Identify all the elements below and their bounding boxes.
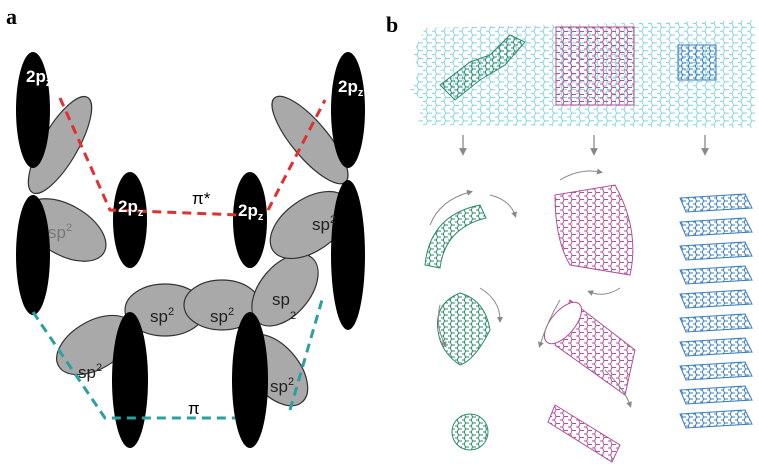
graphite-stack-part (680, 266, 752, 284)
sp2-labels-part-part: sp (78, 363, 96, 382)
graphite-stack-part (680, 362, 752, 380)
sp2-labels-part-part: sp (210, 307, 228, 326)
graphite-stack-part (680, 290, 752, 308)
graphite-stack-part (680, 314, 752, 332)
orbital-sub: z (358, 87, 364, 99)
sp2-labels-part-part: sp (48, 223, 66, 242)
bonding-label: π (188, 399, 200, 418)
graphite-stack-part (680, 386, 752, 404)
orbital-sub: z (258, 211, 264, 223)
orbital-sub: z (138, 207, 144, 219)
orbital-label: 2p (26, 67, 46, 86)
antibonding-label: π* (192, 189, 211, 208)
sp2-labels-part-part: sp (272, 290, 290, 309)
sp2-labels-part-part: 2 (290, 310, 296, 322)
stack-patch (678, 45, 716, 80)
nanotube-wrap-part (548, 405, 620, 462)
sp2-lobe (14, 86, 362, 417)
fullerene-wrap (425, 192, 515, 450)
nanotube-wrap (538, 171, 635, 462)
panel-b: b (386, 12, 755, 462)
orbital-label: 2p (118, 197, 138, 216)
sp2-labels-part-part: 2 (288, 376, 294, 388)
panel-label: b (386, 12, 398, 37)
sp2-labels-part: sp2 (78, 362, 102, 382)
p-lobe-part (232, 312, 268, 448)
p-lobe-part (331, 52, 365, 168)
panel-label: a (6, 4, 17, 29)
sp2-labels-part-part: sp (312, 215, 330, 234)
nanotube-wrap-part (560, 171, 600, 180)
graphite-stack-part (680, 242, 752, 260)
sp2-labels-part-part: 2 (168, 306, 174, 318)
graphite-stack-part (680, 338, 752, 356)
tube-patch (556, 27, 634, 105)
orbital-sub: z (46, 77, 52, 89)
arrow (463, 135, 705, 152)
graphite-stack-part (680, 218, 752, 236)
sp2-labels-part-part: 2 (228, 306, 234, 318)
nanotube-wrap-part (555, 185, 633, 275)
panel-a: a 2pz 2pz 2pz 2pz sp2 sp2 sp2 sp2 (6, 4, 365, 448)
graphite-stack-part (680, 410, 752, 428)
orbital-label: 2p (338, 77, 358, 96)
p-labels-part: 2pz (26, 67, 52, 89)
sp2-labels-part-part: sp (150, 307, 168, 326)
fullerene-wrap-part (425, 205, 486, 268)
p-lobe-part (331, 180, 365, 330)
p-lobe-part (113, 172, 147, 268)
graphite-stack-part (680, 194, 752, 212)
p-lobe-part (112, 312, 148, 448)
p-lobe-part (16, 195, 50, 315)
fullerene-wrap-part (490, 195, 515, 215)
sp2-labels-part-part: 2 (96, 362, 102, 374)
nanotube-wrap-part (590, 288, 620, 294)
figure: a 2pz 2pz 2pz 2pz sp2 sp2 sp2 sp2 (0, 0, 759, 468)
fullerene-wrap-part (438, 293, 491, 365)
fullerene-wrap-part (452, 414, 488, 450)
orbital-label: 2p (238, 201, 258, 220)
sp2-labels-part-part: 2 (330, 214, 336, 226)
sp2-labels-part-part: sp (270, 377, 288, 396)
sp2-labels-part-part: 2 (66, 222, 72, 234)
graphite-stack (680, 194, 752, 428)
